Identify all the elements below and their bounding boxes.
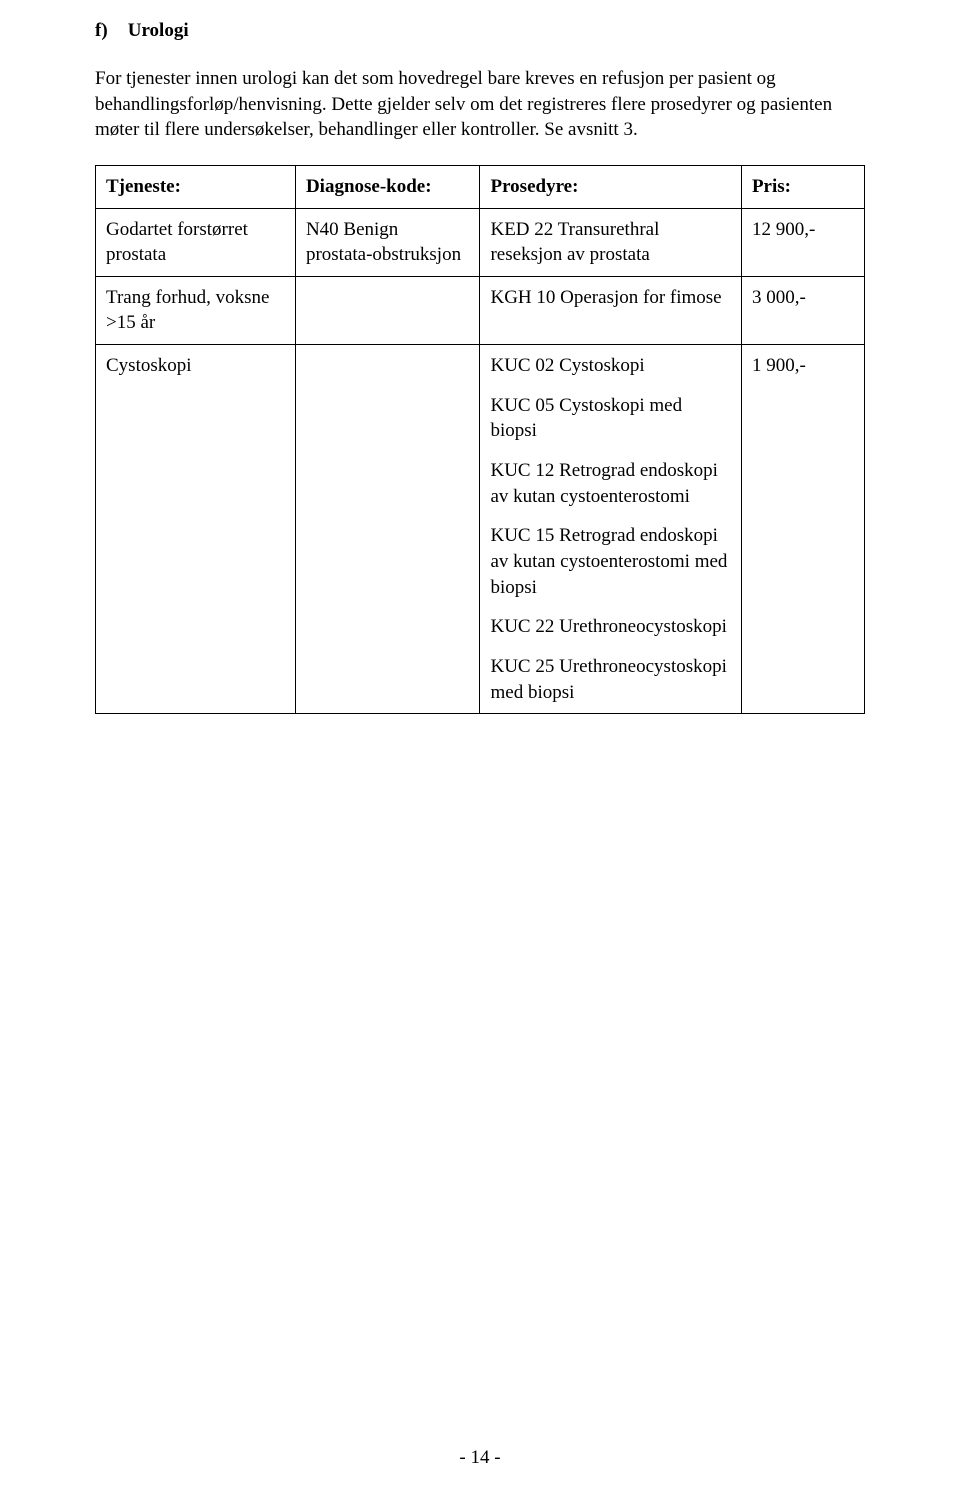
cell-tjeneste: Godartet forstørret prostata [96,208,296,276]
col-header-pris: Pris: [741,165,864,208]
section-letter: f) [95,20,123,42]
procedure-item: KUC 25 Urethroneocystoskopi med biopsi [490,654,730,705]
cell-diagnose: N40 Benign prostata-obstruksjon [295,208,480,276]
urology-table: Tjeneste: Diagnose-kode: Prosedyre: Pris… [95,165,865,714]
cell-prosedyre: KGH 10 Operasjon for fimose [480,276,741,344]
procedure-item: KUC 12 Retrograd endoskopi av kutan cyst… [490,458,730,509]
col-header-tjeneste: Tjeneste: [96,165,296,208]
cell-pris: 3 000,- [741,276,864,344]
page-number: - 14 - [0,1447,960,1469]
cell-tjeneste: Cystoskopi [96,345,296,714]
table-row: Godartet forstørret prostataN40 Benign p… [96,208,865,276]
document-page: f) Urologi For tjenester innen urologi k… [0,0,960,1501]
table-header-row: Tjeneste: Diagnose-kode: Prosedyre: Pris… [96,165,865,208]
intro-paragraph: For tjenester innen urologi kan det som … [95,66,865,143]
col-header-diagnose: Diagnose-kode: [295,165,480,208]
procedure-item: KUC 15 Retrograd endoskopi av kutan cyst… [490,523,730,600]
cell-prosedyre: KED 22 Transurethral reseksjon av prosta… [480,208,741,276]
section-heading: f) Urologi [95,20,865,42]
cell-diagnose [295,345,480,714]
cell-pris: 1 900,- [741,345,864,714]
cell-diagnose [295,276,480,344]
section-title: Urologi [128,20,189,41]
table-body: Godartet forstørret prostataN40 Benign p… [96,208,865,714]
col-header-prosedyre: Prosedyre: [480,165,741,208]
cell-prosedyre: KUC 02 Cystoskopi KUC 05 Cystoskopi med b… [480,345,741,714]
cell-pris: 12 900,- [741,208,864,276]
procedure-item: KED 22 Transurethral reseksjon av prosta… [490,217,730,268]
table-row: Trang forhud, voksne >15 år KGH 10 Operas… [96,276,865,344]
table-row: Cystoskopi KUC 02 Cystoskopi KUC 05 Cystos… [96,345,865,714]
procedure-item: KUC 22 Urethroneocystoskopi [490,614,730,640]
procedure-item: KGH 10 Operasjon for fimose [490,285,730,311]
procedure-item: KUC 05 Cystoskopi med biopsi [490,393,730,444]
cell-tjeneste: Trang forhud, voksne >15 år [96,276,296,344]
procedure-item: KUC 02 Cystoskopi [490,353,730,379]
